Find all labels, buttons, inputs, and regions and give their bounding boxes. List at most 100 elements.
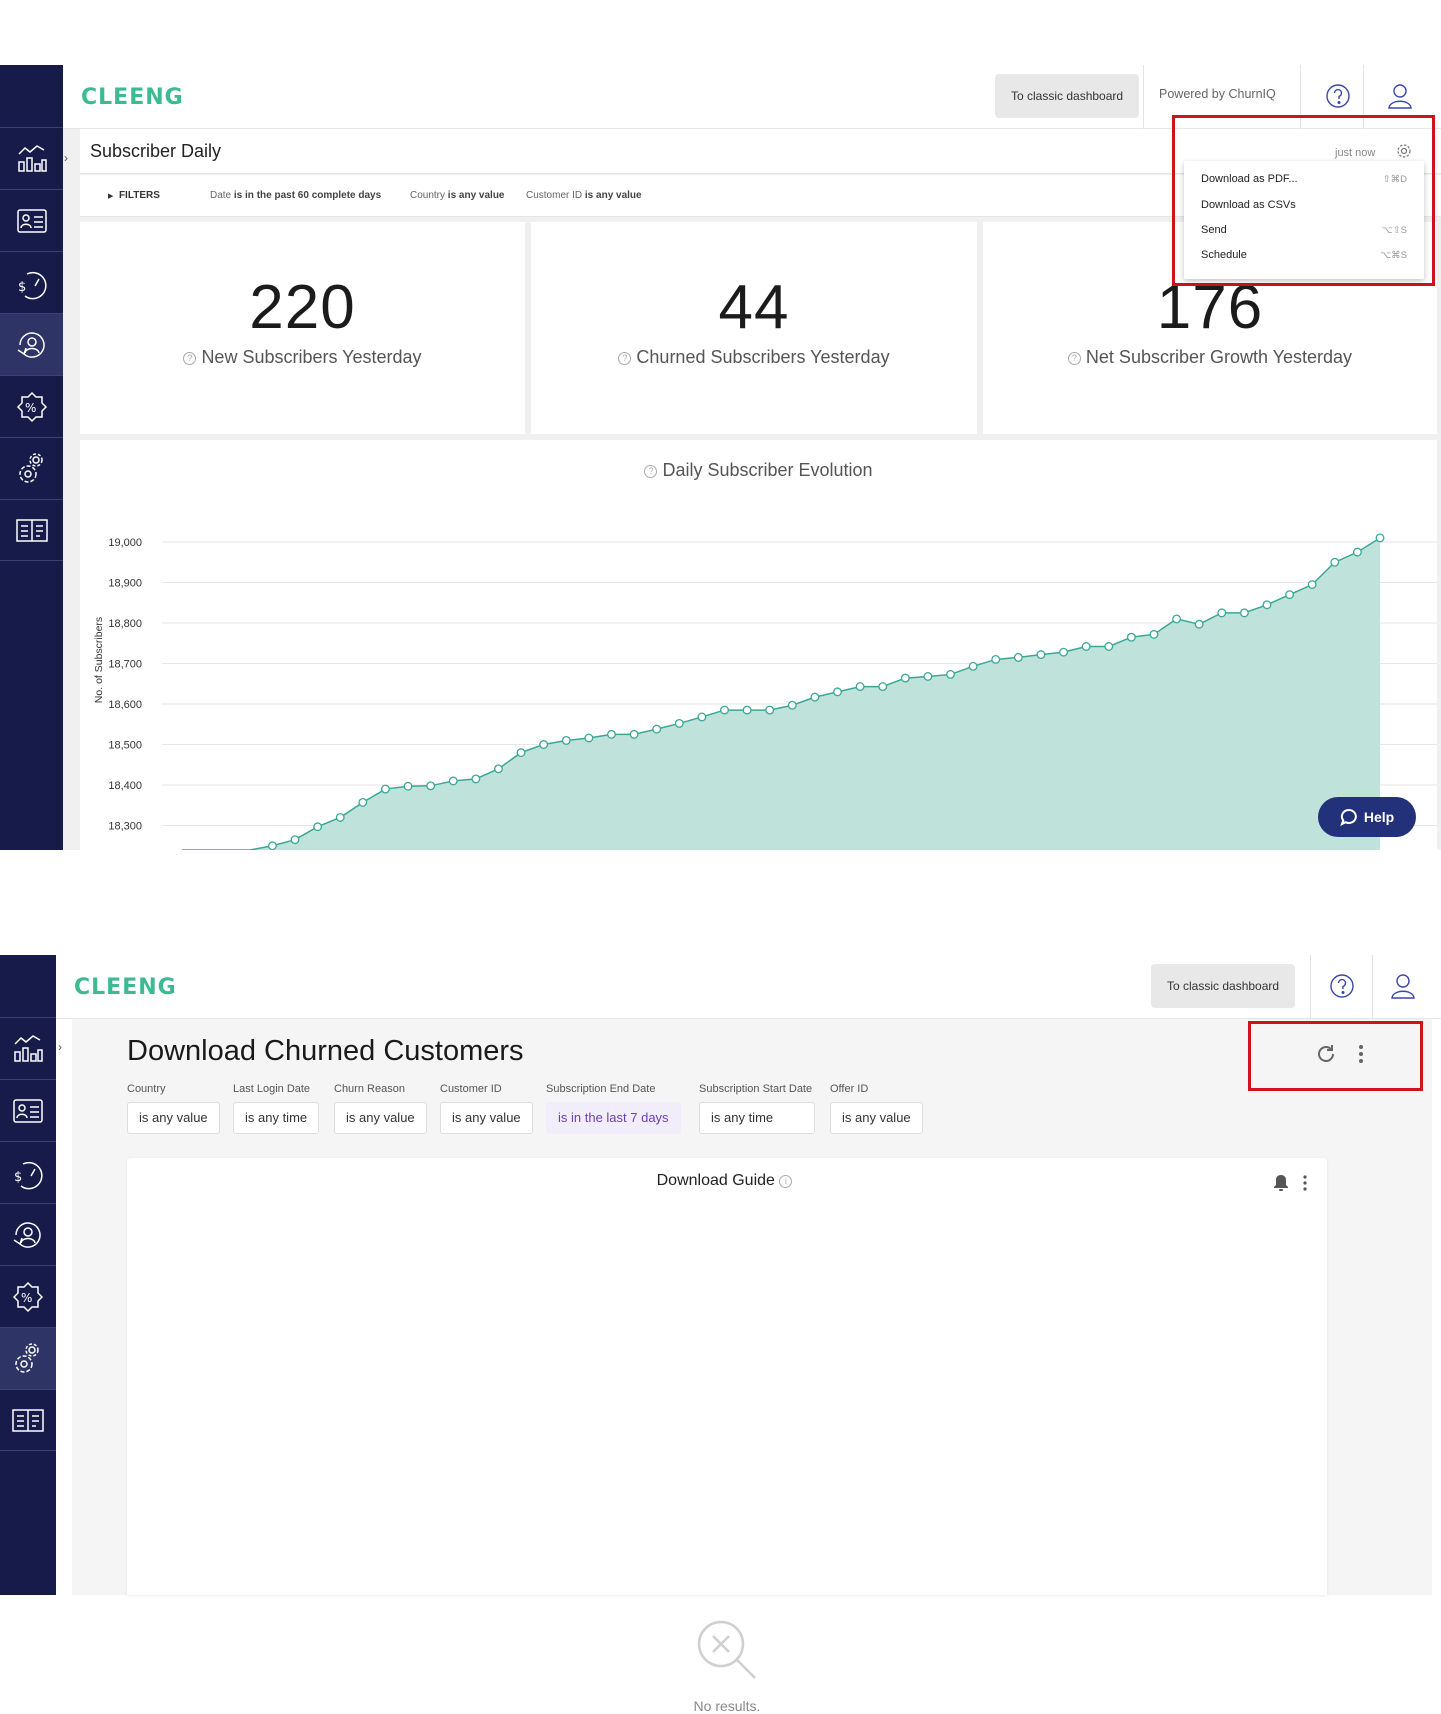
data-point (765, 705, 775, 715)
sidebar-item-revenue[interactable]: $ (0, 251, 63, 313)
more-vertical-icon[interactable] (1356, 1043, 1366, 1065)
filter-churn-reason: Churn Reason is any value (334, 1083, 427, 1134)
top-bar: CLEENG To classic dashboard (56, 955, 1441, 1019)
question-icon[interactable]: ? (618, 352, 632, 365)
chart-title-text: Daily Subscriber Evolution (662, 460, 873, 480)
filter-field: Customer ID (526, 190, 583, 201)
menu-item-label: Send (1201, 224, 1227, 236)
data-point (516, 748, 526, 758)
sidebar-item-settings[interactable] (0, 1327, 56, 1389)
kpi-value: 220 (249, 273, 356, 342)
data-point (358, 797, 368, 807)
data-point (742, 705, 752, 715)
classic-dashboard-button[interactable]: To classic dashboard (1151, 964, 1296, 1008)
sidebar-item-analytics[interactable] (0, 127, 63, 189)
menu-item-label: Download as PDF... (1201, 173, 1298, 185)
user-profile-icon[interactable] (1386, 969, 1420, 1003)
classic-dashboard-button[interactable]: To classic dashboard (995, 74, 1140, 118)
data-point (810, 692, 820, 702)
filter-chip-country[interactable]: Country is any value (410, 190, 505, 201)
filter-value-button[interactable]: is any value (127, 1102, 220, 1134)
menu-item-send[interactable]: Send ⌥⇧S (1201, 224, 1407, 244)
sidebar-item-revenue[interactable]: $ (0, 1141, 56, 1203)
filter-offer-id: Offer ID is any value (830, 1083, 923, 1134)
user-profile-icon[interactable] (1383, 79, 1417, 113)
question-icon[interactable]: ? (183, 352, 197, 365)
y-tick-label: 18,800 (108, 618, 142, 630)
filter-value-button[interactable]: is any time (233, 1102, 320, 1134)
tile-more-vertical-icon[interactable] (1301, 1174, 1309, 1192)
data-point (403, 781, 413, 791)
sidebar-item-settings[interactable] (0, 437, 63, 499)
dashboard-title: Subscriber Daily (90, 141, 222, 161)
y-tick-label: 18,900 (108, 578, 142, 590)
question-icon[interactable]: ? (644, 465, 658, 478)
data-point (991, 654, 1001, 664)
open-book-icon (15, 519, 48, 542)
refresh-icon[interactable] (1315, 1043, 1337, 1065)
filter-label: Offer ID (830, 1083, 869, 1095)
logo-text: CLEENG (74, 975, 177, 1000)
revenue-gauge-icon: $ (14, 1161, 43, 1189)
sidebar: $ % (0, 65, 63, 850)
menu-item-download-pdf[interactable]: Download as PDF... ⇧⌘D (1201, 173, 1407, 193)
sidebar-item-churn[interactable] (0, 1203, 56, 1265)
filter-chip-date[interactable]: Date is in the past 60 complete days (210, 190, 381, 201)
y-tick-label: 19,000 (108, 537, 142, 549)
screenshot-download-churned: $ % CLEENG To classic dashboar (0, 955, 1441, 1714)
download-guide-card: Download Guide i No results. (127, 1158, 1327, 1714)
info-icon[interactable]: i (779, 1175, 793, 1188)
gear-icon[interactable] (1396, 143, 1412, 159)
filter-last-login-date: Last Login Date is any time (233, 1083, 320, 1134)
kpi-label-text: Net Subscriber Growth Yesterday (1085, 347, 1353, 367)
sidebar-item-offers[interactable]: % (0, 375, 63, 437)
filter-subscription-start-date: Subscription Start Date is any time (699, 1083, 815, 1134)
sidebar-item-guide[interactable] (0, 1389, 56, 1451)
filter-label: Customer ID (440, 1083, 502, 1095)
filters-toggle[interactable]: ▶ FILTERS (108, 190, 160, 201)
y-tick-label: 18,600 (108, 699, 142, 711)
help-circle-icon[interactable] (1325, 969, 1359, 1003)
data-point (1239, 608, 1249, 618)
data-point (1013, 652, 1023, 662)
help-circle-icon[interactable] (1321, 79, 1355, 113)
kpi-label-text: New Subscribers Yesterday (201, 347, 422, 367)
data-point (607, 729, 616, 739)
analytics-icon (17, 144, 47, 172)
sidebar-item-subscribers[interactable] (0, 189, 63, 251)
menu-item-download-csvs[interactable]: Download as CSVs (1201, 199, 1407, 219)
menu-item-schedule[interactable]: Schedule ⌥⌘S (1201, 249, 1407, 269)
sidebar-item-guide[interactable] (0, 499, 63, 561)
sidebar-item-analytics[interactable] (0, 1017, 56, 1079)
data-point (652, 724, 662, 734)
filter-value-button[interactable]: is any time (699, 1102, 815, 1134)
filter-value-button[interactable]: is any value (830, 1102, 923, 1134)
y-tick-label: 18,700 (108, 659, 142, 671)
kpi-label: ? Net Subscriber Growth Yesterday (983, 347, 1437, 368)
cleeng-logo: CLEENG (74, 975, 177, 1000)
alert-bell-icon[interactable] (1273, 1174, 1289, 1192)
data-point (1352, 547, 1362, 557)
screenshot-subscriber-daily: $ % CLEENG To classic dashboar (0, 65, 1441, 850)
sidebar-item-offers[interactable]: % (0, 1265, 56, 1327)
help-button-label: Help (1363, 809, 1395, 825)
sidebar-expand-chevron-icon[interactable]: › (58, 1040, 62, 1054)
svg-text:$: $ (18, 280, 26, 295)
sidebar-item-subscribers[interactable] (0, 1079, 56, 1141)
filter-value-button[interactable]: is any value (334, 1102, 427, 1134)
svg-text:%: % (21, 1291, 32, 1305)
filter-chip-customer-id[interactable]: Customer ID is any value (526, 190, 642, 201)
filter-value: is any value (447, 190, 505, 201)
help-chat-button[interactable]: Help (1318, 797, 1416, 837)
sidebar: $ % (0, 955, 56, 1595)
filter-value-button[interactable]: is in the last 7 days (546, 1102, 681, 1134)
sidebar-expand-chevron-icon[interactable]: › (64, 151, 68, 165)
filter-value-button[interactable]: is any value (440, 1102, 533, 1134)
data-point (855, 682, 865, 692)
divider (1143, 65, 1144, 129)
question-icon[interactable]: ? (1067, 352, 1081, 365)
sidebar-item-churn[interactable] (0, 313, 63, 375)
data-point (267, 841, 277, 850)
svg-text:$: $ (14, 1170, 22, 1185)
y-axis-title: No. of Subscribers (93, 617, 105, 703)
